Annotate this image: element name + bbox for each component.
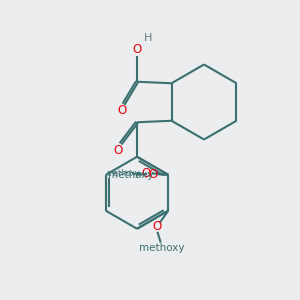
Text: O: O (148, 168, 157, 181)
Text: methoxy: methoxy (139, 243, 184, 253)
Text: H: H (144, 33, 153, 43)
Text: methoxy: methoxy (108, 170, 154, 180)
Text: O: O (113, 144, 123, 157)
Text: O: O (117, 104, 127, 117)
Text: methoxy: methoxy (106, 169, 140, 178)
Text: O: O (132, 43, 142, 56)
Text: O: O (141, 167, 150, 180)
Text: O: O (152, 220, 161, 233)
Text: methoxy: methoxy (124, 173, 130, 175)
